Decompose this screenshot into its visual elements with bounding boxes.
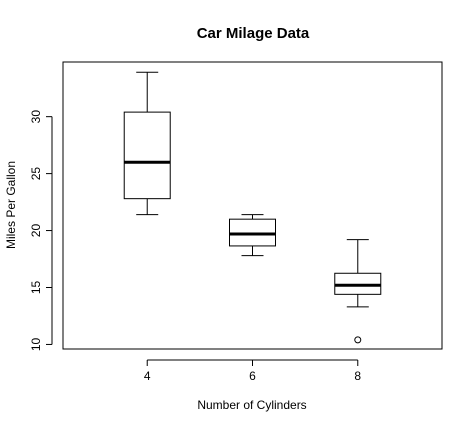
y-tick-label: 25: [29, 167, 43, 181]
box-group-8: [334, 239, 382, 344]
box-group-6: [229, 214, 276, 257]
plot-frame: [62, 61, 443, 350]
y-tick-label: 15: [29, 281, 43, 295]
x-tick-label: 6: [249, 369, 256, 383]
y-tick-label: 30: [29, 110, 43, 124]
x-axis-label: Number of Cylinders: [197, 398, 306, 412]
chart-title: Car Milage Data: [197, 25, 310, 42]
outlier-point: [354, 336, 362, 344]
x-axis: 4 6 8: [144, 359, 361, 383]
box: [123, 111, 171, 200]
y-tick-label: 20: [29, 224, 43, 238]
y-axis: 10 15 20 25 30: [29, 110, 53, 351]
y-tick-label: 10: [29, 337, 43, 351]
boxes: [123, 71, 382, 344]
y-axis-label: Miles Per Gallon: [4, 161, 18, 249]
x-tick-label: 8: [354, 369, 361, 383]
x-tick-label: 4: [144, 369, 151, 383]
box-group-4: [123, 71, 171, 216]
